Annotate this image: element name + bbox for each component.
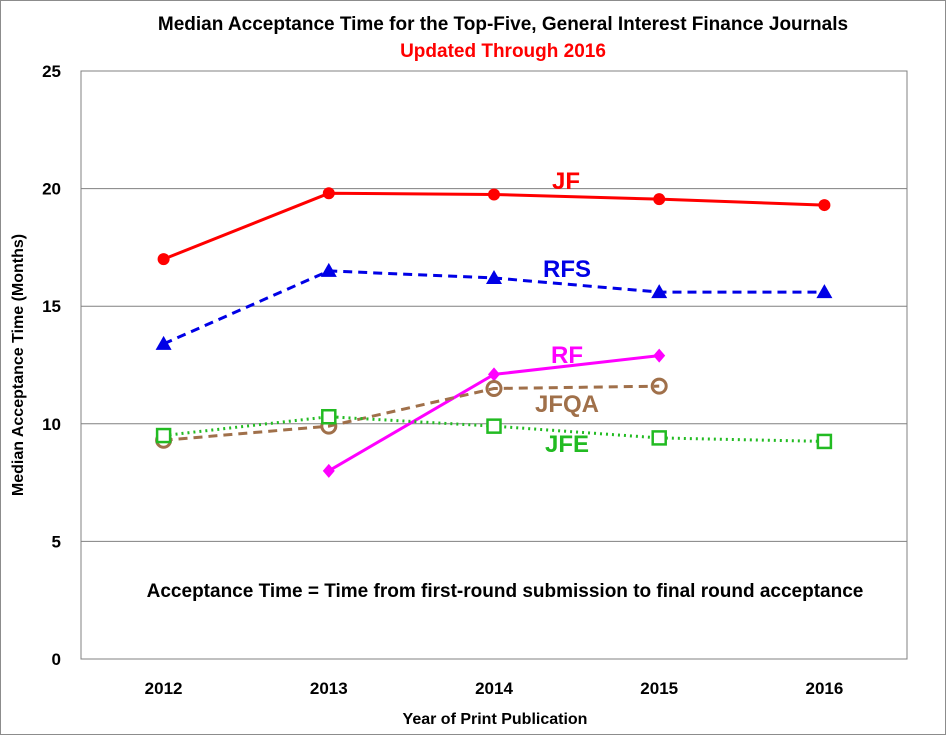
annotation-note: Acceptance Time = Time from first-round … bbox=[147, 581, 864, 602]
y-tick-label: 10 bbox=[42, 415, 61, 434]
data-point bbox=[485, 380, 503, 398]
data-point bbox=[818, 199, 831, 212]
data-point bbox=[157, 253, 170, 266]
series-rfs bbox=[155, 262, 833, 350]
data-point bbox=[486, 269, 502, 284]
data-point bbox=[653, 348, 666, 363]
series-label-rfs: RFS bbox=[543, 256, 591, 283]
data-point bbox=[651, 430, 667, 446]
data-point bbox=[155, 335, 172, 350]
data-point bbox=[651, 284, 668, 299]
data-point bbox=[488, 188, 500, 201]
x-tick-label: 2014 bbox=[475, 679, 513, 698]
data-point bbox=[320, 262, 337, 277]
series-line bbox=[163, 384, 660, 442]
data-point bbox=[321, 408, 337, 425]
data-point bbox=[653, 193, 666, 206]
series-label-jfqa: JFQA bbox=[535, 391, 599, 418]
series-jf bbox=[157, 187, 831, 266]
x-tick-label: 2012 bbox=[145, 679, 183, 698]
series-label-jf: JF bbox=[552, 168, 580, 195]
data-point bbox=[322, 463, 335, 478]
chart-subtitle: Updated Through 2016 bbox=[400, 41, 606, 62]
series-jfe bbox=[155, 408, 833, 450]
x-tick-label: 2015 bbox=[640, 679, 678, 698]
data-point bbox=[155, 427, 172, 444]
y-axis-ticks: 0 5 10 15 20 25 bbox=[42, 62, 61, 669]
x-tick-label: 2013 bbox=[310, 679, 348, 698]
data-point bbox=[650, 377, 668, 395]
y-axis-title: Median Acceptance Time (Months) bbox=[10, 234, 27, 496]
x-axis-title: Year of Print Publication bbox=[403, 711, 588, 728]
y-tick-label: 5 bbox=[52, 532, 61, 551]
data-point bbox=[816, 433, 833, 450]
data-point bbox=[322, 187, 335, 200]
data-point bbox=[488, 367, 500, 382]
y-tick-label: 20 bbox=[42, 180, 61, 199]
y-tick-label: 25 bbox=[42, 62, 61, 81]
x-tick-label: 2016 bbox=[805, 679, 843, 698]
chart-title: Median Acceptance Time for the Top-Five,… bbox=[158, 14, 848, 35]
data-point bbox=[486, 418, 502, 434]
y-tick-label: 15 bbox=[42, 297, 61, 316]
plot-area bbox=[80, 70, 908, 660]
series-label-rf: RF bbox=[551, 342, 583, 369]
y-tick-label: 0 bbox=[52, 650, 61, 669]
series-label-jfe: JFE bbox=[545, 431, 589, 458]
series-rf bbox=[322, 348, 666, 478]
series-group bbox=[155, 187, 833, 478]
data-point bbox=[816, 284, 833, 299]
x-axis-ticks: 2012 2013 2014 2015 2016 bbox=[145, 679, 844, 698]
